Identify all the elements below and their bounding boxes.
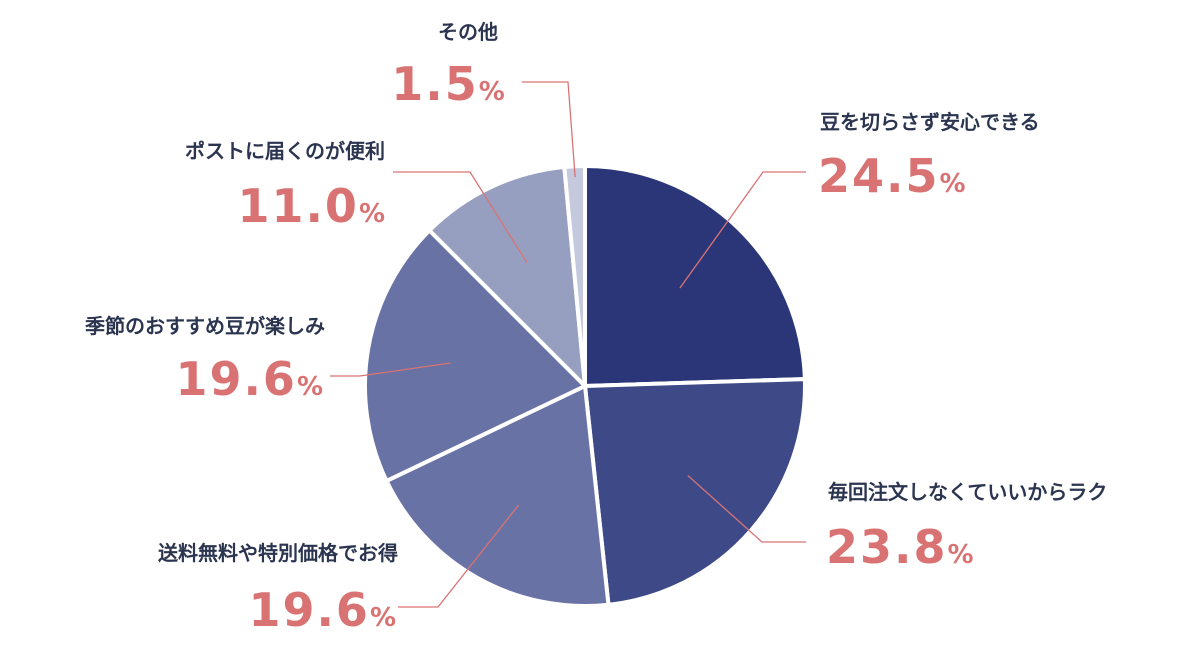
slice-label-no-reorder: 毎回注文しなくていいからラク xyxy=(828,480,1107,504)
slice-percent-free-shipping-unit: % xyxy=(370,603,396,633)
slice-percent-no-reorder: 23.8% xyxy=(826,520,974,574)
slice-label-free-shipping: 送料無料や特別価格でお得 xyxy=(158,541,398,565)
slice-label-stock-security: 豆を切らさず安心できる xyxy=(820,110,1040,134)
pie-slices xyxy=(363,163,807,608)
slice-percent-stock-security-value: 24.5 xyxy=(818,149,940,203)
leader-line-stock-security xyxy=(679,171,806,289)
slice-label-other: その他 xyxy=(438,20,498,44)
slice-percent-mailbox: 11.0% xyxy=(237,179,385,233)
slice-percent-no-reorder-value: 23.8 xyxy=(826,520,948,574)
leader-line-free-shipping xyxy=(398,504,520,608)
slice-labels: その他 1.5% 豆を切らさず安心できる 24.5% ポストに届くのが便利 11… xyxy=(84,20,1107,637)
pie-slice-stock-security xyxy=(583,163,807,389)
slice-percent-stock-security-unit: % xyxy=(940,169,966,199)
leader-line-mailbox xyxy=(393,171,528,263)
slice-percent-no-reorder-unit: % xyxy=(948,540,974,570)
slice-percent-seasonal-value: 19.6 xyxy=(175,352,297,406)
slice-percent-mailbox-unit: % xyxy=(359,199,385,229)
pie-slice-no-reorder xyxy=(582,377,807,607)
slice-percent-other-value: 1.5 xyxy=(391,57,479,111)
slice-percent-free-shipping-value: 19.6 xyxy=(248,583,370,637)
leader-line-other xyxy=(522,81,576,178)
slice-percent-mailbox-value: 11.0 xyxy=(237,179,359,233)
leader-line-seasonal xyxy=(330,362,451,377)
slice-percent-seasonal: 19.6% xyxy=(175,352,323,406)
pie-slice-seasonal xyxy=(363,227,589,484)
slice-percent-other: 1.5% xyxy=(391,57,505,111)
slice-percent-stock-security: 24.5% xyxy=(818,149,966,203)
slice-label-seasonal: 季節のおすすめ豆が楽しみ xyxy=(84,314,325,338)
slice-percent-seasonal-unit: % xyxy=(297,372,323,402)
pie-slice-mailbox xyxy=(426,164,588,392)
leader-line-no-reorder xyxy=(687,475,806,543)
slice-percent-other-unit: % xyxy=(479,77,505,107)
slice-label-mailbox: ポストに届くのが便利 xyxy=(185,139,385,163)
leader-lines xyxy=(330,81,806,608)
slice-percent-free-shipping: 19.6% xyxy=(248,583,396,637)
pie-slice-free-shipping xyxy=(383,382,611,608)
